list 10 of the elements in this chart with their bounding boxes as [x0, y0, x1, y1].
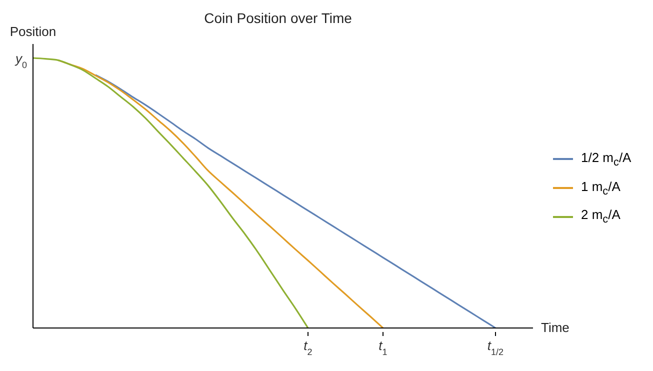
legend-label: 1/2 m$_{c}$/A — [581, 150, 632, 169]
x-axis-title: Time — [541, 320, 570, 335]
y-axis-title: Position — [10, 24, 56, 39]
text: t$_{2}$ — [304, 338, 312, 357]
chart-title: Coin Position over Time — [204, 10, 352, 26]
text: t$_{1}$ — [378, 338, 388, 357]
text: t$_{1/2}$ — [487, 338, 504, 357]
legend-label: 1 m$_{c}$/A — [581, 178, 620, 198]
text: y$_{0}$ — [14, 51, 27, 70]
legend-label: 2 m$_{c}$/A — [581, 207, 620, 226]
